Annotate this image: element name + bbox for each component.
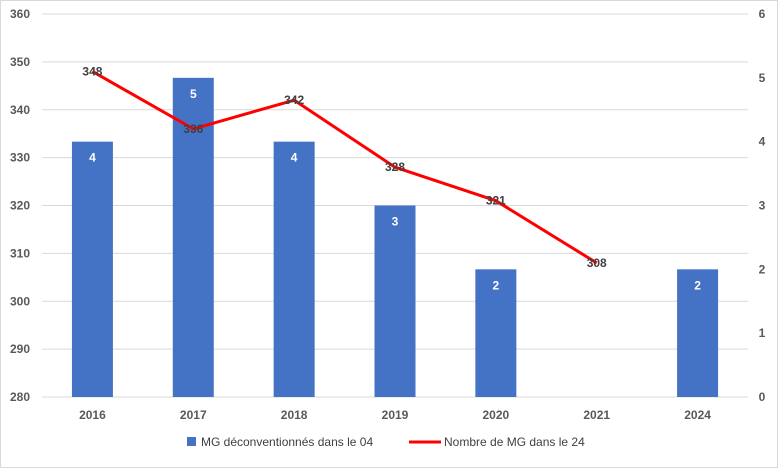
line-value-label: 308 bbox=[587, 256, 607, 270]
left-tick-label: 280 bbox=[10, 390, 30, 404]
right-tick-label: 0 bbox=[759, 390, 766, 404]
data-labels: 4 5 4 3 2 2 348 336 342 328 321 308 bbox=[82, 64, 701, 292]
right-tick-label: 6 bbox=[759, 7, 766, 21]
left-tick-label: 340 bbox=[10, 103, 30, 117]
left-tick-label: 320 bbox=[10, 199, 30, 213]
left-tick-label: 360 bbox=[10, 7, 30, 21]
series-line bbox=[91, 70, 598, 265]
bar bbox=[677, 269, 719, 397]
line-value-label: 336 bbox=[183, 122, 203, 136]
left-axis: 280 290 300 310 320 330 340 350 360 bbox=[10, 7, 30, 404]
bar bbox=[172, 77, 214, 397]
legend-label-line: Nombre de MG dans le 24 bbox=[444, 435, 585, 449]
right-tick-label: 3 bbox=[759, 199, 766, 213]
legend-swatch-bars bbox=[187, 437, 196, 446]
x-tick-label: 2024 bbox=[684, 408, 711, 422]
bar-value-label: 2 bbox=[694, 278, 701, 292]
left-tick-label: 290 bbox=[10, 342, 30, 356]
bar-value-label: 3 bbox=[392, 215, 399, 229]
line-value-label: 321 bbox=[486, 194, 506, 208]
bar-series bbox=[71, 77, 719, 397]
x-tick-label: 2018 bbox=[281, 408, 308, 422]
right-tick-label: 2 bbox=[759, 262, 766, 276]
gridlines bbox=[42, 13, 748, 398]
bar bbox=[475, 269, 517, 397]
legend: MG déconventionnés dans le 04 Nombre de M… bbox=[187, 435, 585, 449]
left-tick-label: 300 bbox=[10, 294, 30, 308]
bar-value-label: 2 bbox=[493, 278, 500, 292]
bar-value-label: 4 bbox=[89, 151, 96, 165]
x-tick-label: 2021 bbox=[583, 408, 610, 422]
line-series bbox=[91, 70, 598, 265]
x-tick-label: 2019 bbox=[382, 408, 409, 422]
x-tick-label: 2017 bbox=[180, 408, 207, 422]
legend-label-bars: MG déconventionnés dans le 04 bbox=[201, 435, 373, 449]
line-value-label: 348 bbox=[82, 64, 102, 78]
x-axis: 2016 2017 2018 2019 2020 2021 2024 bbox=[79, 408, 711, 422]
x-tick-label: 2016 bbox=[79, 408, 106, 422]
left-tick-label: 350 bbox=[10, 55, 30, 69]
bar bbox=[71, 141, 113, 397]
x-tick-label: 2020 bbox=[483, 408, 510, 422]
left-tick-label: 330 bbox=[10, 151, 30, 165]
line-value-label: 328 bbox=[385, 160, 405, 174]
left-tick-label: 310 bbox=[10, 246, 30, 260]
right-tick-label: 5 bbox=[759, 71, 766, 85]
line-value-label: 342 bbox=[284, 93, 304, 107]
bar-value-label: 5 bbox=[190, 87, 197, 101]
right-tick-label: 4 bbox=[759, 135, 766, 149]
right-axis: 0 1 2 3 4 5 6 bbox=[759, 7, 766, 404]
right-tick-label: 1 bbox=[759, 326, 766, 340]
bar-value-label: 4 bbox=[291, 151, 298, 165]
bar bbox=[374, 205, 416, 397]
bar bbox=[273, 141, 315, 397]
